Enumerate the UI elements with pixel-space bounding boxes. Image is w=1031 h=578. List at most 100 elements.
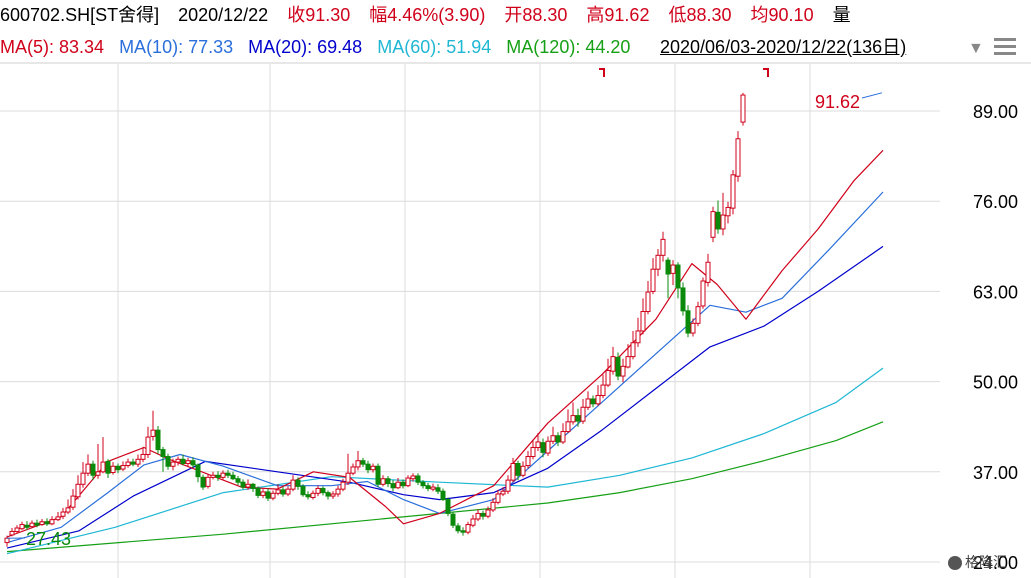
candle-down [375,465,381,485]
y-tick-label: 76.00 [973,192,1018,212]
ma5-line [6,149,884,538]
candle-down [360,460,366,465]
candle-up [310,492,316,498]
candle-up [430,486,436,490]
candle-up [705,261,711,283]
candle-down [34,522,40,526]
candle-down [575,415,581,422]
candle-up [140,453,146,460]
candle-down [400,481,406,487]
logo-icon [948,556,962,571]
candle-up [550,435,556,442]
ma10-legend: MA(10): 77.33 [119,37,234,57]
dropdown-triangle-icon[interactable]: ▼ [968,40,984,57]
candle-up [135,458,141,465]
volume-label: 量 [832,5,851,25]
candle-down [325,492,331,497]
candle-down [320,487,326,494]
candle-down [555,435,561,443]
candle-up [530,447,536,458]
candle-up [710,211,716,238]
candle-up [640,311,646,332]
candle-down [515,462,521,476]
candle-up [355,460,361,468]
candle-up [570,415,576,423]
candle-up [185,460,191,464]
candle-down [305,494,311,498]
date-range-selector[interactable]: 2020/06/03-2020/12/22(136日) [660,37,907,57]
candle-down [440,490,446,501]
candle-up [85,463,91,474]
ma120-legend: MA(120): 44.20 [506,37,631,57]
candle-up [110,465,116,473]
candle-up [60,511,66,517]
candle-down [200,476,206,488]
candle-up [100,461,106,473]
candle-down [215,474,221,478]
candle-up [740,94,746,123]
candle-down [130,461,136,465]
menu-icon[interactable] [994,38,1016,56]
candle-down [160,449,166,458]
candle-up [620,365,626,377]
y-tick-label: 63.00 [973,282,1018,302]
candle-up [725,206,731,217]
ma20-line [6,245,884,549]
candle-up [80,472,86,485]
candle-up [145,436,151,455]
candle-up [650,268,656,292]
candle-up [670,264,676,274]
candle-down [44,521,50,525]
candle-up [405,477,411,487]
candle-down [250,483,256,489]
candle-down [615,356,621,377]
y-tick-label: 50.00 [973,373,1018,393]
candle-up [695,306,701,324]
ma10-line [6,191,884,544]
candle-down [235,478,241,483]
candle-down [390,483,396,489]
event-marker-0 [599,68,605,77]
avg-price: 均90.10 [750,5,814,25]
candle-up [125,461,131,467]
candle-up [39,521,45,526]
candle-up [630,342,636,358]
candle-down [165,456,171,467]
open-price: 开88.30 [504,5,568,25]
candle-up [55,516,61,521]
max-price-label: 91.62 [815,92,860,112]
candle-up [290,479,296,490]
candle-up [495,493,501,503]
candle-down [420,481,426,487]
candle-down [90,463,96,476]
candle-up [635,330,641,344]
candle-up [700,280,706,307]
candle-up [605,369,611,386]
candle-up [29,522,35,528]
candle-up [610,356,616,372]
candle-up [645,291,651,313]
candle-up [395,481,401,489]
candle-down [24,524,30,528]
candle-up [485,509,491,517]
candle-down [715,211,721,230]
candle-down [425,485,431,489]
candle-down [365,463,371,471]
candle-down [435,487,441,492]
candle-up [170,461,176,467]
candle-up [380,478,386,485]
candle-up [205,476,211,487]
candle-up [150,429,156,437]
candle-up [260,491,266,496]
candle-up [65,507,71,513]
candle-up [565,421,571,433]
candle-down [105,460,111,474]
candle-up [75,483,81,498]
candle-down [195,464,201,478]
candle-down [265,491,271,499]
candle-down [540,442,546,453]
y-tick-label: 89.00 [973,102,1018,122]
candle-up [500,490,506,495]
candle-up [330,493,336,497]
